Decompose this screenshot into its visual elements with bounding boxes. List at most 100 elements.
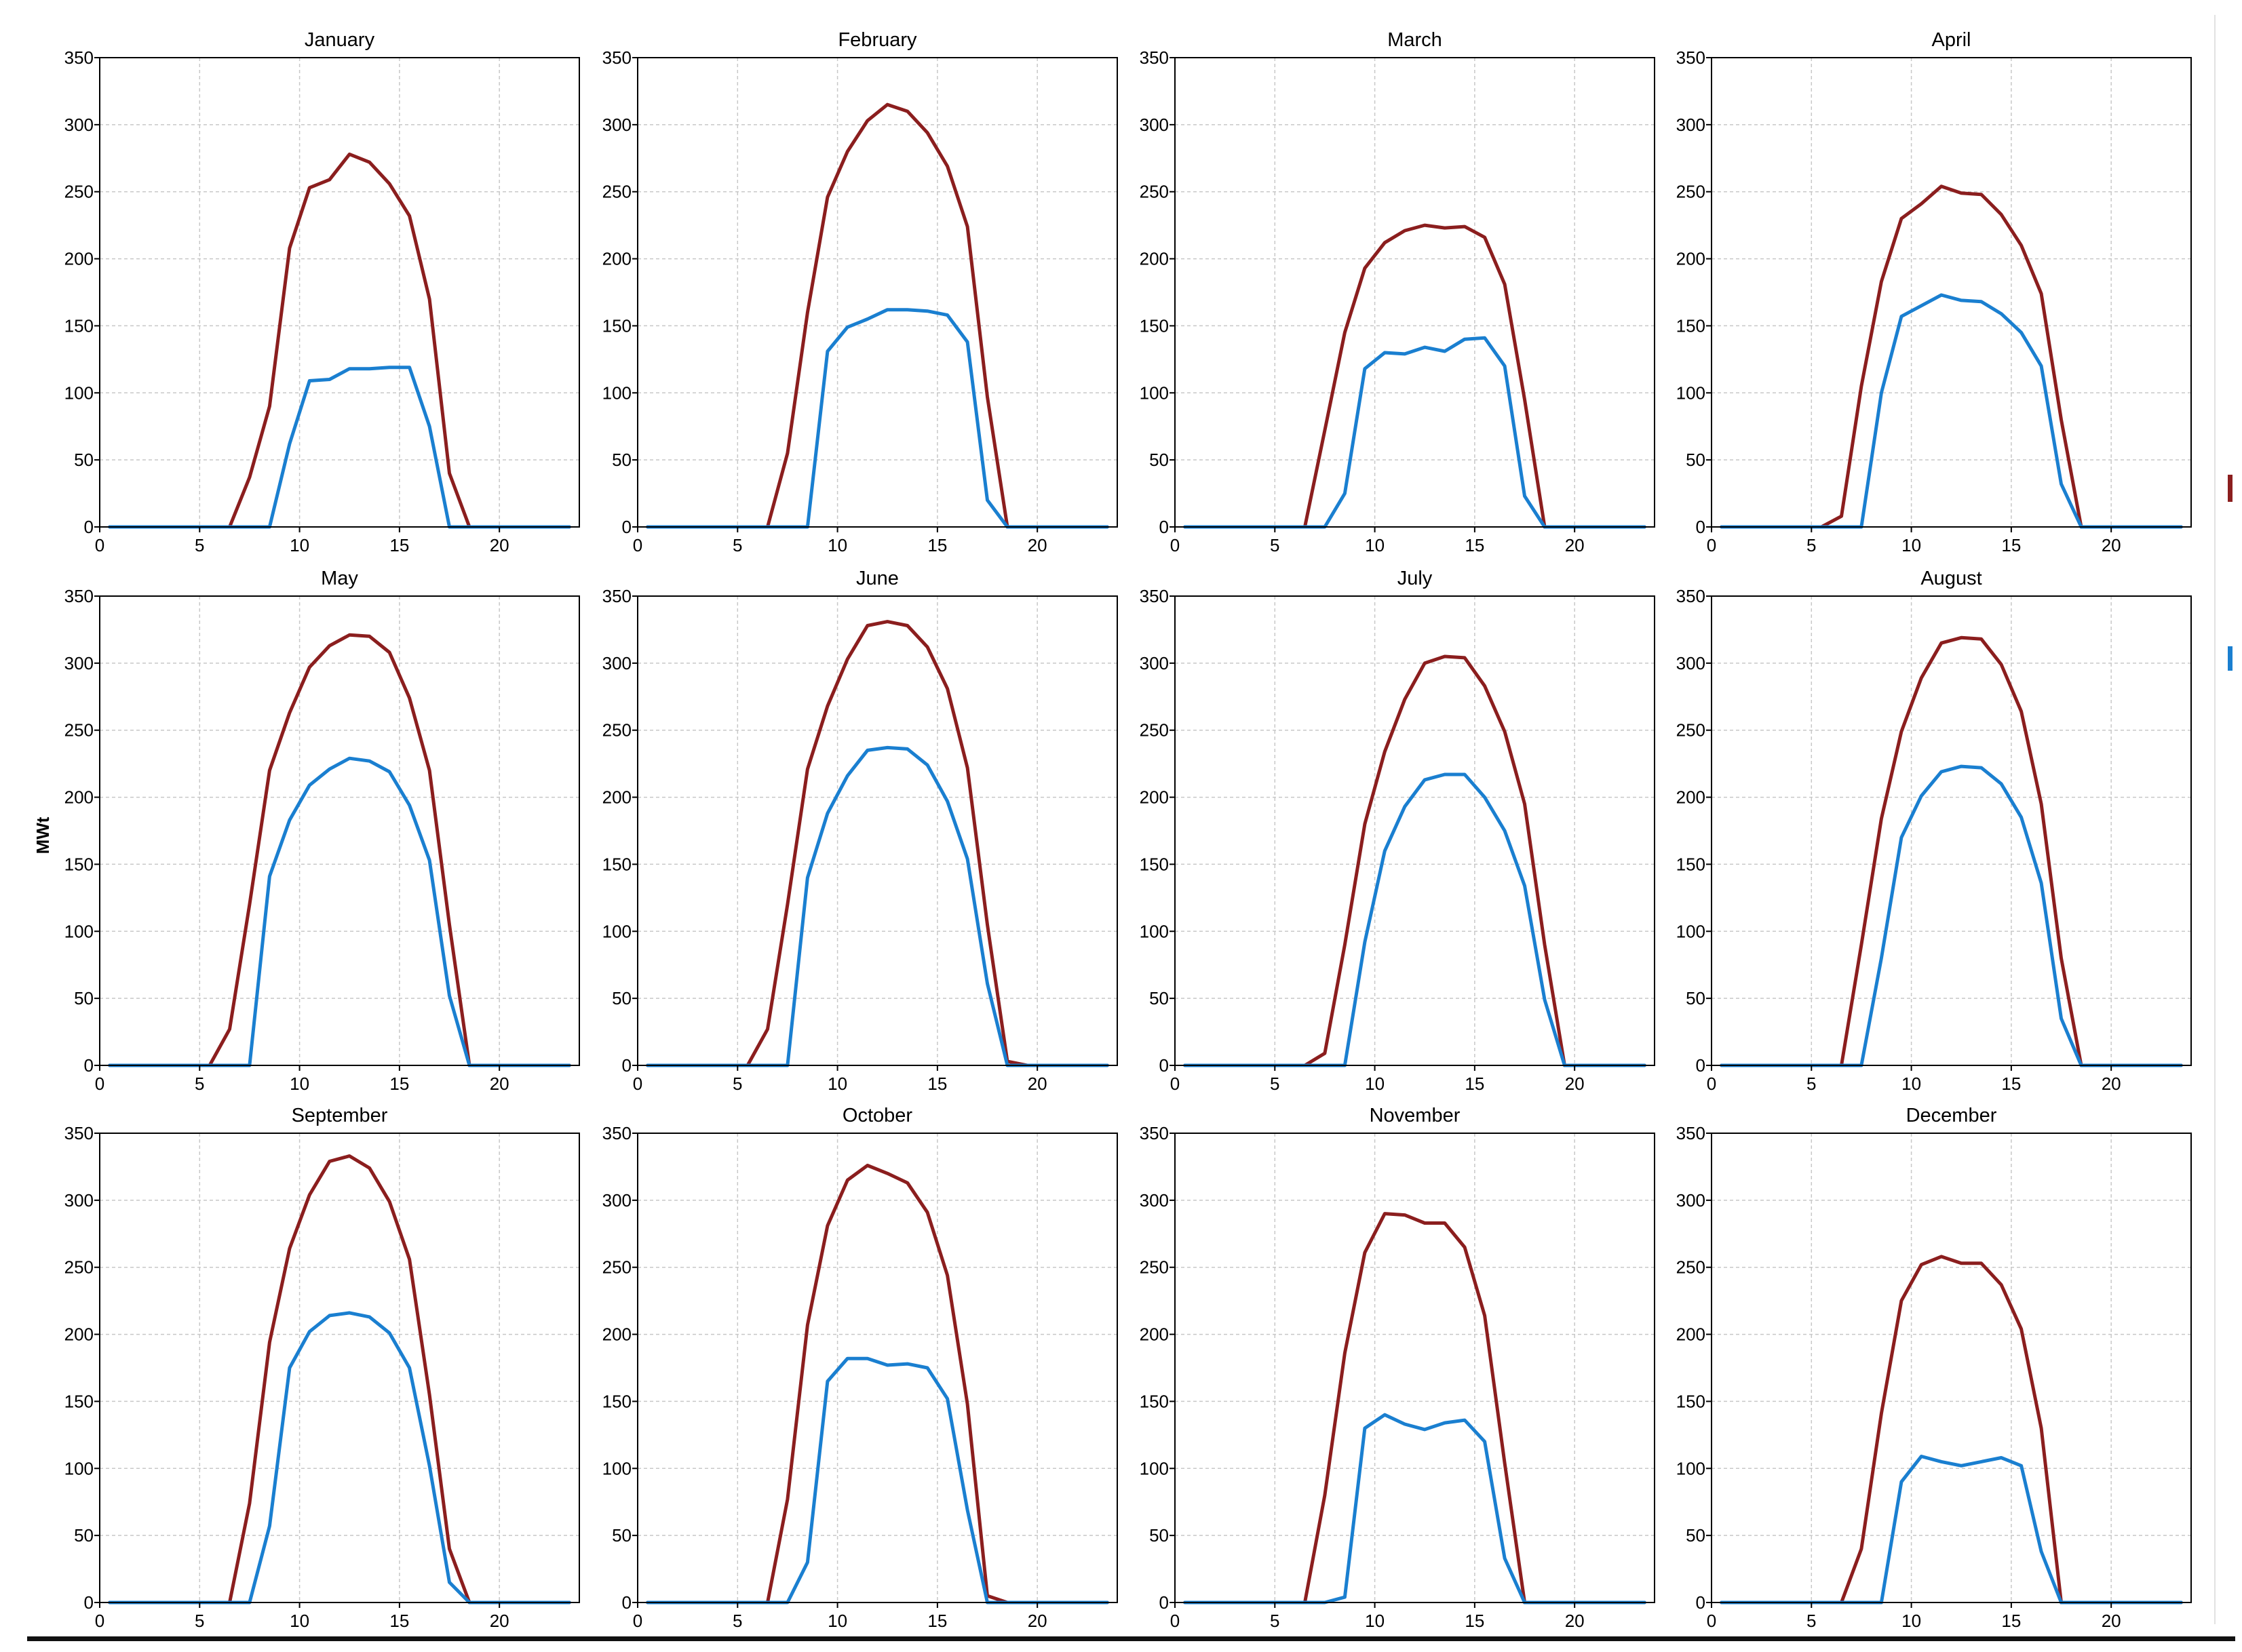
x-tick-label: 10 bbox=[1365, 1611, 1385, 1631]
series-line-b bbox=[646, 1356, 1109, 1605]
x-tick-label: 10 bbox=[290, 535, 309, 555]
y-tick-label: 150 bbox=[602, 854, 632, 874]
y-tick-label: 150 bbox=[1140, 315, 1169, 336]
y-tick-label: 250 bbox=[1140, 720, 1169, 741]
x-tick-label: 10 bbox=[1901, 1611, 1921, 1631]
x-tick-label: 0 bbox=[633, 535, 642, 555]
y-tick-label: 0 bbox=[1159, 1592, 1169, 1613]
x-tick-label: 5 bbox=[733, 535, 742, 555]
x-tick-label: 10 bbox=[1901, 1074, 1921, 1094]
y-tick-label: 0 bbox=[622, 1592, 632, 1613]
y-tick-label: 0 bbox=[84, 1055, 94, 1076]
x-tick-label: 20 bbox=[1028, 535, 1047, 555]
y-tick-label: 100 bbox=[602, 1458, 632, 1478]
y-tick-label: 300 bbox=[602, 115, 632, 135]
y-tick-label: 250 bbox=[602, 1257, 632, 1278]
plot-frame bbox=[99, 57, 580, 528]
series-line-a bbox=[108, 633, 571, 1067]
y-tick-label: 50 bbox=[74, 450, 94, 470]
y-tick-label: 200 bbox=[1140, 787, 1169, 808]
x-tick-label: 20 bbox=[2102, 1611, 2121, 1631]
series-line-a bbox=[1720, 1255, 2183, 1605]
y-tick-label: 300 bbox=[64, 115, 94, 135]
y-tick-label: 200 bbox=[64, 1324, 94, 1345]
y-tick-label: 0 bbox=[622, 517, 632, 537]
y-tick-label: 150 bbox=[1676, 1391, 1705, 1411]
y-tick-label: 350 bbox=[602, 1123, 632, 1143]
y-tick-label: 100 bbox=[1676, 1458, 1705, 1478]
x-tick-label: 0 bbox=[95, 1074, 104, 1094]
y-tick-label: 150 bbox=[1140, 854, 1169, 874]
series-line-a bbox=[646, 1164, 1109, 1605]
y-tick-label: 300 bbox=[1676, 1190, 1705, 1211]
plot-frame bbox=[1711, 595, 2192, 1066]
y-tick-label: 250 bbox=[64, 1257, 94, 1278]
x-tick-label: 5 bbox=[733, 1611, 742, 1631]
x-tick-label: 15 bbox=[389, 1074, 409, 1094]
x-tick-label: 20 bbox=[2102, 535, 2121, 555]
x-tick-label: 5 bbox=[1270, 1611, 1279, 1631]
x-tick-label: 15 bbox=[927, 535, 947, 555]
y-tick-label: 350 bbox=[64, 1123, 94, 1143]
y-tick-label: 100 bbox=[64, 382, 94, 403]
y-tick-label: 0 bbox=[1696, 1592, 1705, 1613]
plot-frame bbox=[637, 57, 1118, 528]
chart-title: November bbox=[1370, 1105, 1461, 1126]
y-tick-label: 150 bbox=[1140, 1391, 1169, 1411]
y-tick-label: 300 bbox=[1140, 115, 1169, 135]
x-tick-label: 5 bbox=[1806, 535, 1816, 555]
x-tick-label: 10 bbox=[290, 1074, 309, 1094]
x-tick-label: 15 bbox=[2001, 1074, 2021, 1094]
y-axis-label: MWt bbox=[33, 817, 53, 854]
y-tick-label: 0 bbox=[1159, 1055, 1169, 1076]
series-line-a bbox=[1183, 654, 1646, 1067]
y-tick-label: 200 bbox=[602, 1324, 632, 1345]
x-tick-label: 5 bbox=[1806, 1611, 1816, 1631]
y-tick-label: 100 bbox=[1676, 921, 1705, 941]
series-line-b bbox=[1720, 293, 2183, 529]
y-tick-label: 250 bbox=[1140, 182, 1169, 202]
y-tick-label: 250 bbox=[602, 182, 632, 202]
y-tick-label: 100 bbox=[64, 921, 94, 941]
x-tick-label: 5 bbox=[1806, 1074, 1816, 1094]
y-tick-label: 200 bbox=[1676, 1324, 1705, 1345]
y-tick-label: 0 bbox=[622, 1055, 632, 1076]
x-tick-label: 15 bbox=[927, 1611, 947, 1631]
y-tick-label: 0 bbox=[84, 517, 94, 537]
y-tick-label: 350 bbox=[1140, 586, 1169, 606]
x-tick-label: 10 bbox=[828, 1074, 847, 1094]
plot-frame bbox=[637, 1133, 1118, 1603]
x-tick-label: 0 bbox=[1707, 1074, 1716, 1094]
plot-frame bbox=[1174, 1133, 1655, 1603]
x-tick-label: 0 bbox=[1170, 1611, 1180, 1631]
y-tick-label: 0 bbox=[84, 1592, 94, 1613]
x-tick-label: 5 bbox=[1270, 535, 1279, 555]
legend-swatch-a bbox=[2228, 475, 2233, 502]
chart-title: March bbox=[1387, 29, 1442, 51]
x-tick-label: 20 bbox=[1565, 535, 1585, 555]
y-tick-label: 0 bbox=[1696, 517, 1705, 537]
series-line-b bbox=[1183, 772, 1646, 1067]
chart-title: July bbox=[1397, 568, 1433, 589]
x-tick-label: 15 bbox=[389, 1611, 409, 1631]
x-tick-label: 10 bbox=[290, 1611, 309, 1631]
plot-frame bbox=[1711, 1133, 2192, 1603]
y-tick-label: 0 bbox=[1696, 1055, 1705, 1076]
y-tick-label: 100 bbox=[1140, 382, 1169, 403]
y-tick-label: 50 bbox=[612, 450, 632, 470]
chart-title: April bbox=[1931, 29, 1971, 51]
plot-frame bbox=[1711, 57, 2192, 528]
x-tick-label: 15 bbox=[1465, 1074, 1484, 1094]
x-tick-label: 5 bbox=[1270, 1074, 1279, 1094]
series-line-b bbox=[108, 366, 571, 529]
